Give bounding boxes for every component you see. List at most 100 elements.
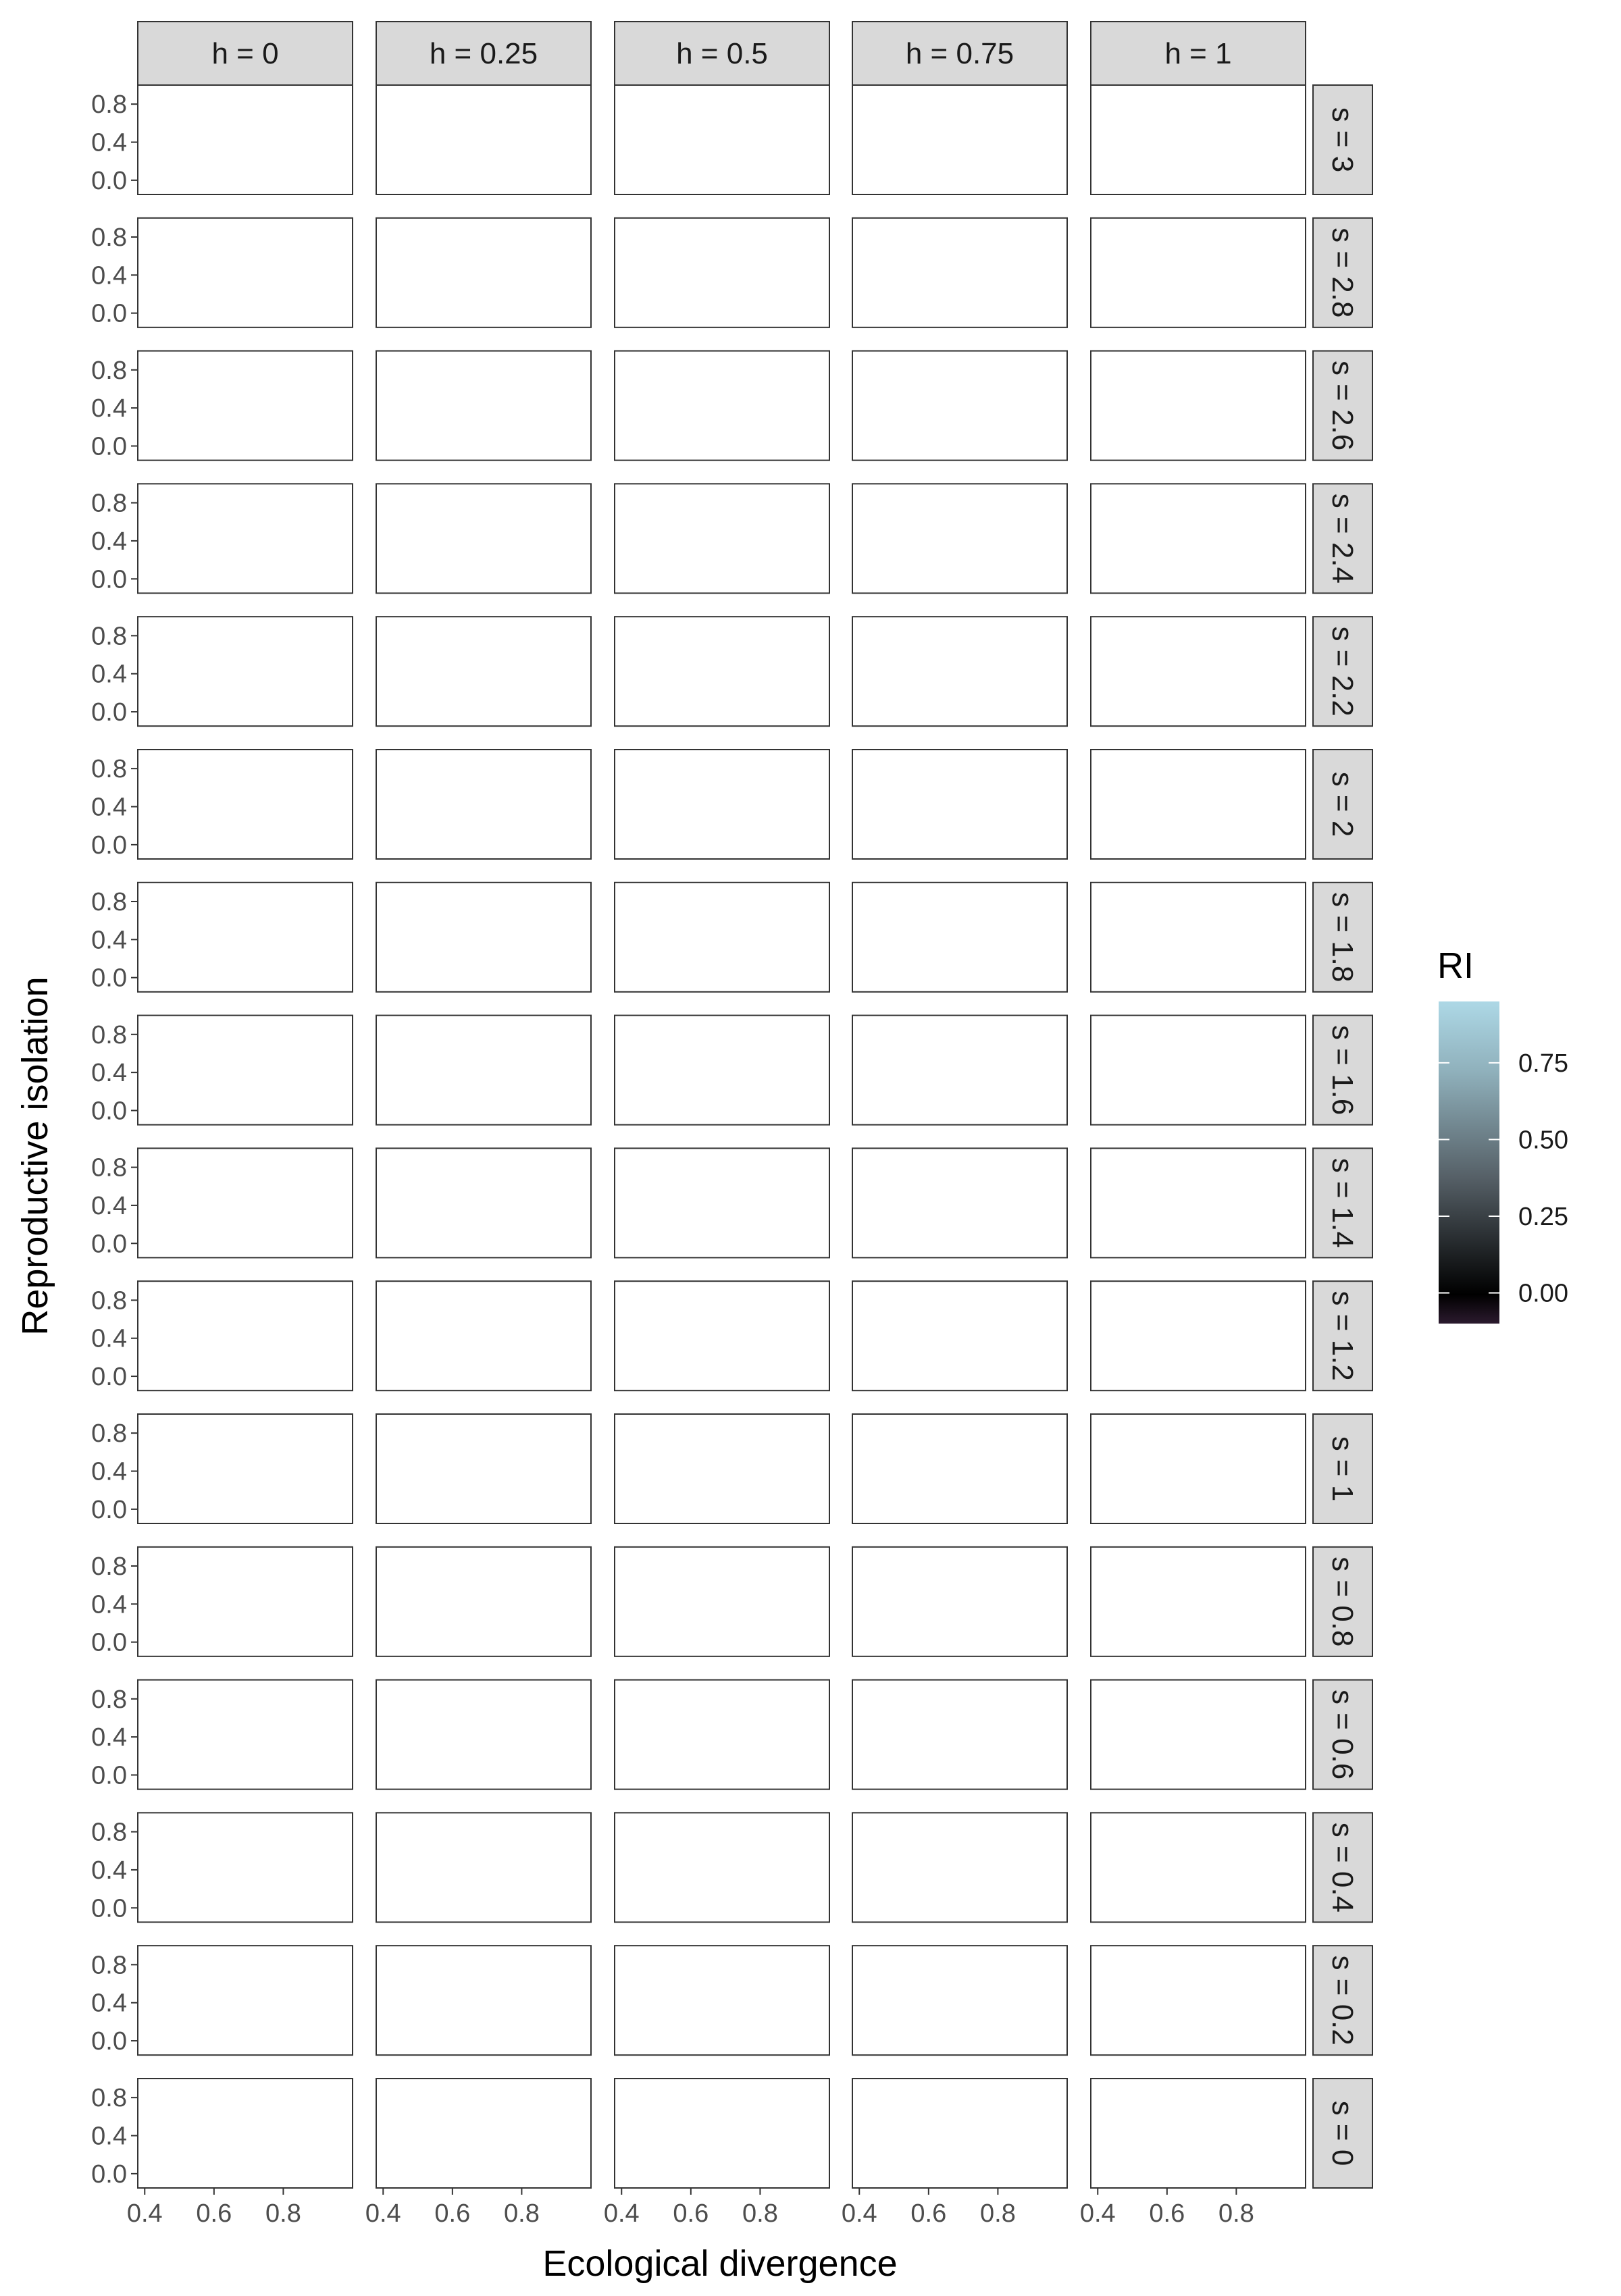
column-strips: h = 0 h = 0.25 h = 0.5 h = 0.75 h = 1 <box>137 21 1306 86</box>
panel-border <box>1090 1812 1306 1923</box>
row-strip <box>1312 350 1373 461</box>
facet-panel <box>137 616 353 727</box>
y-tick-label: 0.4 <box>91 527 127 556</box>
x-tick-label: 0.8 <box>742 2199 778 2228</box>
row-strip <box>1312 217 1373 328</box>
panel-border <box>852 749 1068 860</box>
row-strip-label: s = 1 <box>1326 1436 1359 1502</box>
x-tick-label: 0.8 <box>265 2199 301 2228</box>
y-tick-label: 0.8 <box>91 490 127 518</box>
column-strip-label: h = 0.25 <box>430 37 538 70</box>
panel-border <box>1090 2078 1306 2189</box>
legend-tick-label: 0.75 <box>1518 1049 1568 1078</box>
panel-border <box>137 749 353 860</box>
panel-border <box>1090 616 1306 727</box>
y-tick-label: 0.8 <box>91 357 127 385</box>
facet-panel <box>1090 1945 1306 2056</box>
y-tick-label: 0.8 <box>91 1951 127 1979</box>
facet-panel <box>376 881 592 993</box>
facet-panel <box>376 1546 592 1657</box>
panel-border <box>614 217 830 328</box>
facet-panel <box>376 1413 592 1524</box>
facet-panel <box>614 616 830 727</box>
y-tick-label: 0.0 <box>91 1097 127 1125</box>
panel-border <box>376 1945 592 2056</box>
facet-panel <box>376 350 592 461</box>
y-tick-label: 0.0 <box>91 2160 127 2189</box>
facet-panel <box>1090 749 1306 860</box>
panel-border <box>1090 217 1306 328</box>
legend: RI 0.00 0.25 0.50 0.75 <box>1437 945 1568 1324</box>
facet-panel <box>852 1546 1068 1657</box>
facet-panel <box>1090 881 1306 993</box>
y-tick-label: 0.4 <box>91 2122 127 2151</box>
panel-border <box>376 217 592 328</box>
facet-panel <box>852 1945 1068 2056</box>
facet-panel <box>852 749 1068 860</box>
facet-panel <box>852 2078 1068 2189</box>
facet-panel <box>376 1280 592 1392</box>
y-tick-label: 0.0 <box>91 1629 127 1657</box>
y-tick-label: 0.0 <box>91 432 127 461</box>
y-tick-label: 0.8 <box>91 1419 127 1448</box>
x-tick-label: 0.4 <box>604 2199 640 2228</box>
facet-panel <box>1090 1546 1306 1657</box>
panel-border <box>137 616 353 727</box>
column-strip-label: h = 0 <box>211 37 278 70</box>
row-strips: s = 3 s = 2.8 s = 2.6 s = 2.4 s = 2.2 s = 2 s … <box>1312 84 1373 2189</box>
facet-panel <box>852 350 1068 461</box>
panel-border <box>137 1812 353 1923</box>
row-strip-label: s = 0.8 <box>1326 1557 1359 1646</box>
facet-panel <box>614 217 830 328</box>
x-tick-label: 0.8 <box>504 2199 540 2228</box>
y-tick-label: 0.8 <box>91 1154 127 1182</box>
y-tick-label: 0.4 <box>91 1723 127 1752</box>
facet-panel <box>614 2078 830 2189</box>
y-tick-label: 0.8 <box>91 1021 127 1049</box>
row-strip <box>1312 749 1373 860</box>
panel-border <box>852 217 1068 328</box>
x-tick-label: 0.4 <box>365 2199 401 2228</box>
row-strip-label: s = 2 <box>1326 772 1359 837</box>
panel-border <box>1090 1014 1306 1126</box>
facet-panel <box>852 483 1068 594</box>
facet-panel <box>1090 84 1306 195</box>
y-tick-label: 0.4 <box>91 926 127 954</box>
panel-border <box>614 1812 830 1923</box>
facet-panel <box>852 1413 1068 1524</box>
row-strip <box>1312 1147 1373 1259</box>
y-tick-label: 0.0 <box>91 831 127 860</box>
panel-border <box>376 881 592 993</box>
facet-panel <box>1090 483 1306 594</box>
facet-panel <box>137 1546 353 1657</box>
panel-border <box>852 1945 1068 2056</box>
panel-border <box>376 1413 592 1524</box>
panel-border <box>614 483 830 594</box>
facet-panel <box>137 1679 353 1790</box>
legend-title: RI <box>1437 945 1474 986</box>
panel-border <box>852 2078 1068 2189</box>
y-tick-label: 0.8 <box>91 2084 127 2112</box>
facet-panel <box>137 84 353 195</box>
facet-panel <box>376 1147 592 1259</box>
facet-panel <box>614 1014 830 1126</box>
y-tick-label: 0.8 <box>91 1686 127 1714</box>
x-axis-group: 0.4 0.6 0.8 0.4 0.6 0.8 0.4 0.6 0.8 0.4 0.6 0.8 0.4 0… <box>127 2188 1254 2228</box>
facet-panel <box>137 1280 353 1392</box>
panel-border <box>614 1014 830 1126</box>
y-axis-title: Reproductive isolation <box>15 976 55 1335</box>
panel-border <box>614 84 830 195</box>
facet-panel <box>614 1280 830 1392</box>
row-strip-label: s = 2.2 <box>1326 627 1359 716</box>
panel-border <box>614 1147 830 1259</box>
row-strip <box>1312 881 1373 993</box>
column-strip <box>1090 21 1306 86</box>
row-strip <box>1312 1014 1373 1126</box>
panel-border <box>1090 84 1306 195</box>
y-tick-label: 0.4 <box>91 129 127 157</box>
facet-panel <box>376 84 592 195</box>
panel-border <box>1090 1546 1306 1657</box>
y-tick-label: 0.0 <box>91 167 127 195</box>
column-strip <box>376 21 592 86</box>
row-strip <box>1312 1280 1373 1392</box>
